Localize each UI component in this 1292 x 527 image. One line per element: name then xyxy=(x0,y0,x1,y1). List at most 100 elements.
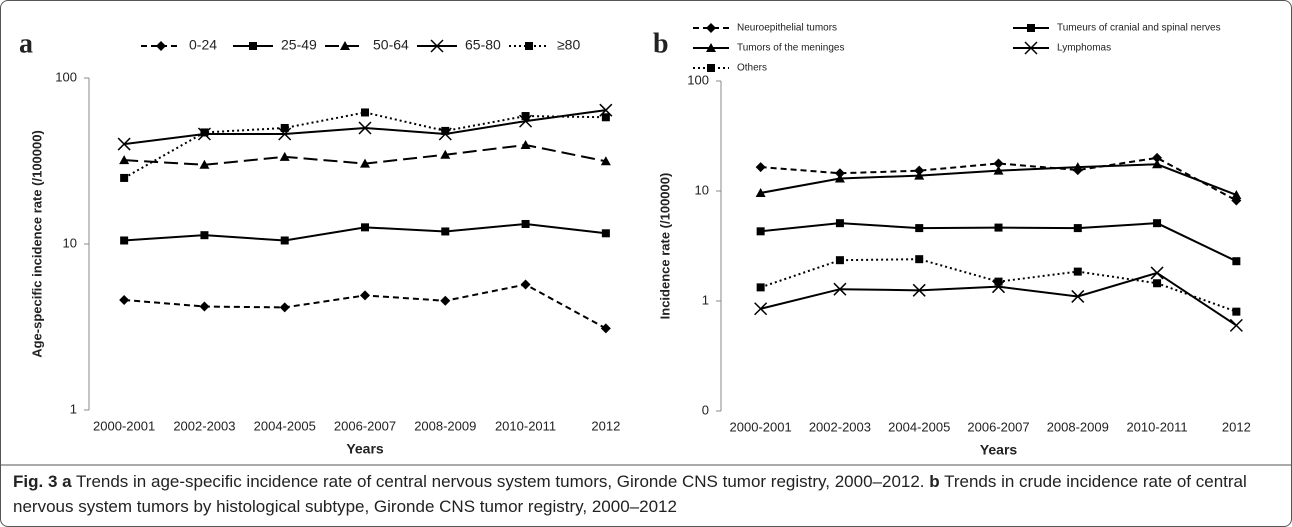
marker xyxy=(280,236,289,245)
marker xyxy=(430,39,444,53)
marker xyxy=(1024,41,1038,55)
x-tick-label: 2008-2009 xyxy=(414,418,476,433)
legend-label: 25-49 xyxy=(281,37,317,53)
legend-label: ≥80 xyxy=(557,37,580,53)
legend-label: Neuroepithelial tumors xyxy=(737,23,837,34)
marker xyxy=(835,219,844,228)
x-tick-label: 2000-2001 xyxy=(93,418,155,433)
caption: Fig. 3 a Trends in age-specific incidenc… xyxy=(13,469,1273,519)
marker xyxy=(360,290,370,301)
x-tick-label: 2010-2011 xyxy=(495,418,556,433)
marker xyxy=(120,173,129,182)
y-tick-label: 10 xyxy=(63,235,77,250)
marker xyxy=(1027,24,1035,32)
y-tick-label: 0 xyxy=(702,402,709,417)
x-tick-label: 2002-2003 xyxy=(173,418,235,433)
legend-label: Tumors of the meninges xyxy=(737,43,844,54)
marker xyxy=(120,236,129,245)
marker xyxy=(249,42,257,50)
marker xyxy=(707,64,715,72)
marker xyxy=(358,121,372,135)
marker xyxy=(525,42,533,50)
marker xyxy=(1071,289,1085,303)
marker xyxy=(1073,224,1082,233)
y-tick-label: 100 xyxy=(687,72,709,87)
marker xyxy=(361,108,369,117)
x-tick-label: 2006-2007 xyxy=(334,418,396,433)
y-tick-label: 100 xyxy=(55,69,77,84)
y-axis-title: Age-specific incidence rate (/100000) xyxy=(29,130,44,358)
marker xyxy=(156,41,166,51)
marker xyxy=(834,168,845,179)
marker xyxy=(361,223,369,232)
legend-label: 65-80 xyxy=(465,37,501,53)
marker xyxy=(833,282,847,296)
marker xyxy=(755,162,766,173)
x-tick-label: 2002-2003 xyxy=(809,419,871,434)
marker xyxy=(601,113,610,122)
y-tick-label: 1 xyxy=(702,292,709,307)
marker xyxy=(600,323,611,334)
marker xyxy=(199,159,210,169)
x-tick-label: 2012 xyxy=(1222,419,1251,434)
marker xyxy=(280,123,289,132)
marker xyxy=(200,231,209,240)
marker xyxy=(200,128,209,137)
marker xyxy=(915,255,924,264)
x-tick-label: 2006-2007 xyxy=(967,419,1029,434)
x-tick-label: 2000-2001 xyxy=(730,419,792,434)
marker xyxy=(340,41,350,50)
marker xyxy=(755,187,766,197)
legend-label: Lymphomas xyxy=(1057,43,1111,54)
marker xyxy=(993,165,1004,175)
marker xyxy=(756,227,765,236)
marker xyxy=(754,302,768,316)
x-axis-title: Years xyxy=(346,441,384,457)
marker xyxy=(521,219,530,228)
marker xyxy=(117,137,131,151)
marker xyxy=(119,294,130,305)
x-tick-label: 2004-2005 xyxy=(888,419,950,434)
marker xyxy=(993,158,1004,169)
legend-label: Others xyxy=(737,63,767,74)
marker xyxy=(600,156,611,166)
marker xyxy=(706,23,716,33)
marker xyxy=(520,279,531,290)
marker xyxy=(441,126,450,135)
caption-text: Trends in crude incidence rate of centra… xyxy=(13,472,1247,516)
marker xyxy=(1231,189,1242,199)
marker xyxy=(1152,159,1163,169)
marker xyxy=(912,283,926,297)
marker xyxy=(440,295,451,306)
marker xyxy=(1232,307,1241,316)
marker xyxy=(835,256,844,265)
series-line xyxy=(123,111,606,179)
marker xyxy=(706,43,716,52)
marker xyxy=(834,173,845,183)
marker xyxy=(915,224,924,233)
marker xyxy=(279,302,290,313)
marker xyxy=(1229,318,1243,332)
legend-label: Tumeurs of cranial and spinal nerves xyxy=(1057,23,1221,34)
panel-label: b xyxy=(653,28,669,59)
marker xyxy=(1153,279,1162,288)
marker xyxy=(1152,152,1163,163)
marker xyxy=(521,112,530,121)
caption-tag: a xyxy=(62,472,72,491)
panel-label: a xyxy=(19,28,33,59)
marker xyxy=(1150,266,1164,280)
marker xyxy=(994,223,1003,232)
marker xyxy=(119,155,130,165)
y-tick-label: 1 xyxy=(70,401,77,416)
caption-label: Fig. 3 xyxy=(13,472,58,491)
marker xyxy=(601,229,610,238)
x-tick-label: 2008-2009 xyxy=(1047,419,1109,434)
marker xyxy=(1153,219,1162,228)
marker xyxy=(520,139,531,149)
marker xyxy=(440,149,451,159)
x-tick-label: 2010-2011 xyxy=(1126,419,1187,434)
marker xyxy=(360,158,370,168)
marker xyxy=(441,227,450,236)
